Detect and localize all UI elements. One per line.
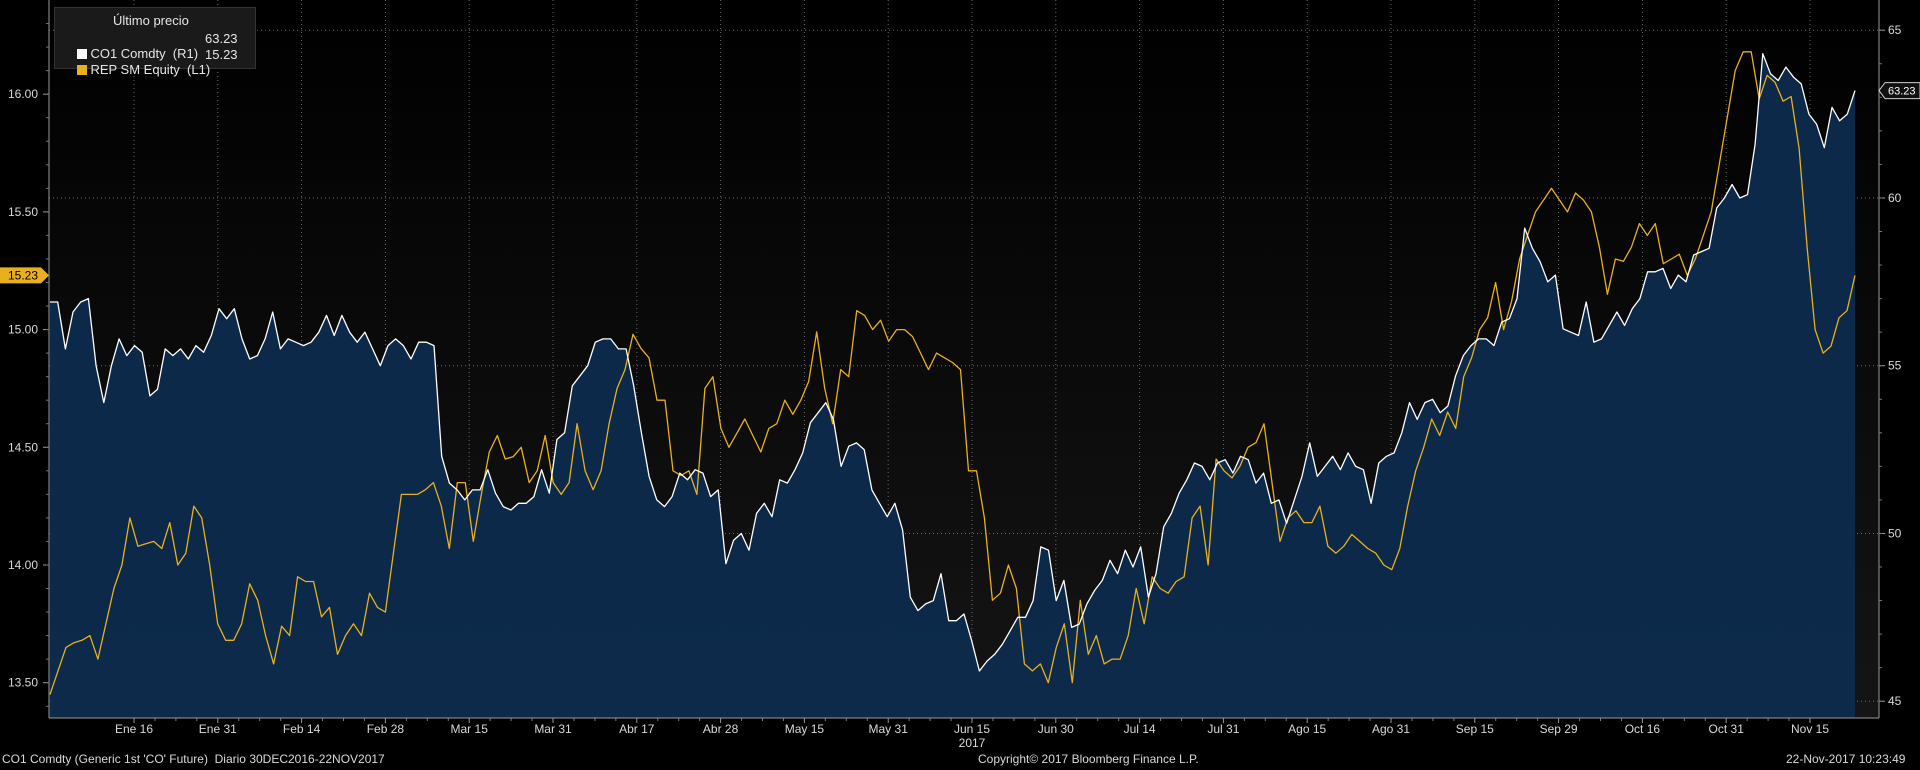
x-tick-label: Feb 28: [367, 722, 405, 736]
legend-label-rep: REP SM Equity (L1): [90, 62, 211, 77]
x-tick-label: Nov 15: [1791, 722, 1829, 736]
x-tick-label: Ago 15: [1288, 722, 1326, 736]
co1-line: [50, 53, 1856, 672]
right-tick-label: 45: [1888, 694, 1902, 708]
x-tick-label: Jul 14: [1124, 722, 1156, 736]
right-tick-label: 55: [1888, 359, 1902, 373]
legend-swatch-rep: [77, 65, 88, 75]
legend-swatch-co1: [77, 49, 88, 59]
left-tick-label: 15.00: [8, 323, 38, 337]
x-tick-label: Jun 30: [1038, 722, 1074, 736]
x-year-label: 2017: [959, 736, 986, 750]
series-lines: [49, 51, 1856, 695]
right-tick-label: 60: [1888, 191, 1902, 205]
x-tick-label: Oct 16: [1625, 722, 1661, 736]
x-tick-label: Mar 15: [451, 722, 489, 736]
left-tick-label: 15.50: [8, 205, 38, 219]
legend-title: Último precio: [113, 13, 189, 28]
left-tick-label: 14.50: [8, 440, 38, 454]
footer-security-info: CO1 Comdty (Generic 1st 'CO' Future) Dia…: [2, 752, 385, 766]
x-tick-label: Ago 31: [1372, 722, 1410, 736]
legend-item-rep: REP SM Equity (L1): [63, 47, 210, 92]
x-tick-label: Feb 14: [283, 722, 321, 736]
legend-value-co1: 63.23: [205, 31, 238, 46]
right-last-value-tag: 63.23: [1888, 86, 1916, 98]
left-last-value-tag-box: [0, 267, 49, 284]
x-tick-label: Sep 15: [1456, 722, 1494, 736]
footer-copyright: Copyright© 2017 Bloomberg Finance L.P.: [978, 752, 1199, 766]
left-last-value-tag: 15.23: [8, 268, 38, 282]
rep-line: [49, 51, 1856, 695]
last-value-tags: 63.23 15.23: [0, 82, 1920, 284]
co1-area-fill: [50, 53, 1855, 718]
x-tick-label: Oct 31: [1709, 722, 1745, 736]
x-tick-label: Jun 15: [954, 722, 990, 736]
axes: Ene 16 Ene 31 Feb 14 Feb 28 Mar 15 Mar 31 Abr …: [8, 0, 1902, 750]
left-tick-label: 16.00: [8, 87, 38, 101]
legend-value-rep: 15.23: [205, 47, 238, 62]
x-tick-label: Mar 31: [534, 722, 572, 736]
x-tick-label: Abr 28: [703, 722, 739, 736]
legend: Último precio CO1 Comdty (R1) 63.23 REP …: [54, 7, 256, 77]
co1-area: [50, 53, 1855, 718]
right-tick-label: 65: [1888, 23, 1902, 37]
right-tick-label: 50: [1888, 526, 1902, 540]
legend-label-co1: CO1 Comdty (R1): [90, 46, 199, 61]
x-tick-label: Ene 31: [199, 722, 237, 736]
right-last-value-tag-box: [1878, 82, 1920, 100]
left-tick-label: 14.00: [8, 558, 38, 572]
footer-timestamp: 22-Nov-2017 10:23:49: [1786, 752, 1906, 766]
x-tick-label: May 15: [785, 722, 825, 736]
x-tick-label: Sep 29: [1540, 722, 1578, 736]
x-tick-label: Abr 17: [619, 722, 655, 736]
x-tick-label: Jul 31: [1207, 722, 1239, 736]
x-tick-label: May 31: [869, 722, 909, 736]
legend-item-co1: CO1 Comdty (R1): [63, 31, 198, 76]
left-tick-label: 13.50: [8, 676, 38, 690]
x-tick-label: Ene 16: [115, 722, 153, 736]
